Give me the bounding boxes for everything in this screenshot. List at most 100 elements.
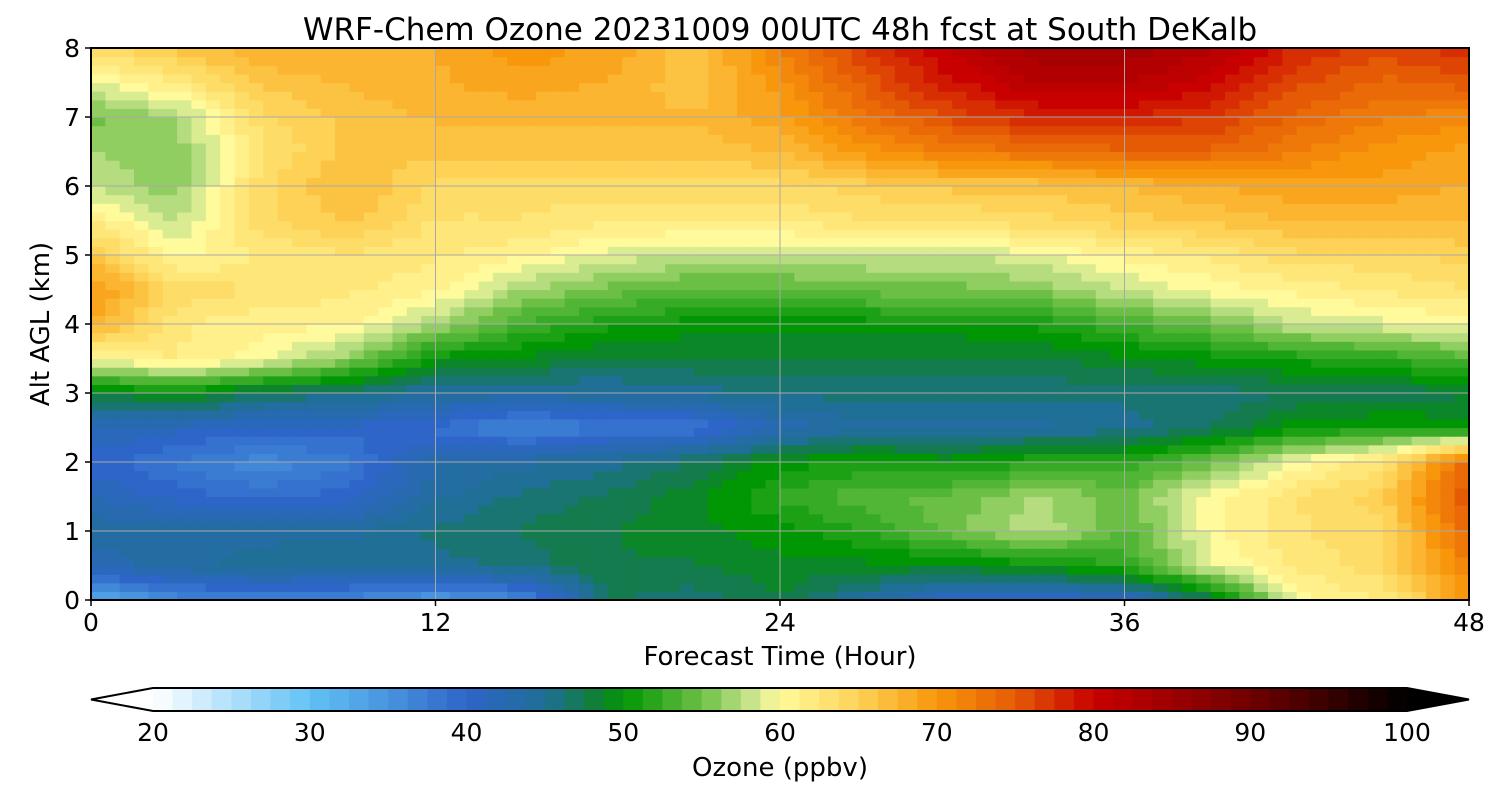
- heatmap-cell: [952, 289, 968, 299]
- heatmap-cell: [1282, 151, 1298, 161]
- heatmap-cell: [808, 393, 824, 403]
- heatmap-cell: [421, 436, 437, 446]
- heatmap-cell: [1325, 315, 1341, 325]
- heatmap-cell: [980, 263, 996, 273]
- heatmap-cell: [622, 453, 638, 463]
- heatmap-cell: [119, 237, 135, 247]
- heatmap-cell: [1354, 168, 1370, 178]
- heatmap-cell: [937, 401, 953, 411]
- heatmap-cell: [234, 470, 250, 480]
- heatmap-cell: [579, 229, 594, 239]
- heatmap-cell: [478, 410, 494, 420]
- heatmap-cell: [492, 427, 508, 437]
- heatmap-cell: [1210, 272, 1226, 282]
- heatmap-cell: [91, 591, 106, 600]
- heatmap-cell: [134, 272, 150, 282]
- heatmap-cell: [1153, 332, 1169, 342]
- heatmap-cell: [736, 177, 752, 187]
- heatmap-cell: [980, 384, 996, 394]
- heatmap-cell: [1052, 556, 1068, 567]
- heatmap-cell: [1368, 324, 1384, 334]
- heatmap-cell: [406, 194, 422, 204]
- heatmap-cell: [693, 272, 709, 282]
- heatmap-cell: [708, 565, 724, 575]
- heatmap-cell: [177, 229, 193, 239]
- heatmap-cell: [248, 315, 264, 325]
- heatmap-cell: [535, 418, 551, 429]
- heatmap-cell: [205, 513, 221, 523]
- heatmap-cell: [607, 324, 623, 334]
- heatmap-cell: [622, 177, 638, 187]
- heatmap-cell: [191, 591, 207, 600]
- heatmap-cell: [1181, 211, 1197, 222]
- heatmap-cell: [909, 531, 925, 541]
- heatmap-cell: [564, 263, 580, 273]
- heatmap-cell: [564, 453, 580, 463]
- heatmap-cell: [1181, 237, 1197, 247]
- heatmap-cell: [1311, 522, 1327, 532]
- heatmap-cell: [1138, 263, 1154, 273]
- heatmap-cell: [119, 289, 135, 299]
- heatmap-cell: [1268, 444, 1283, 454]
- heatmap-cell: [1138, 470, 1154, 480]
- heatmap-cell: [435, 358, 451, 368]
- heatmap-cell: [449, 410, 465, 420]
- heatmap-cell: [794, 582, 810, 592]
- heatmap-cell: [1239, 349, 1255, 360]
- heatmap-cell: [1382, 505, 1398, 515]
- heatmap-cell: [449, 531, 465, 541]
- heatmap-cell: [636, 272, 652, 282]
- heatmap-cell: [794, 160, 810, 170]
- heatmap-cell: [492, 410, 508, 420]
- heatmap-cell: [349, 229, 365, 239]
- heatmap-cell: [564, 410, 580, 420]
- heatmap-cell: [234, 393, 250, 403]
- heatmap-cell: [1067, 479, 1083, 489]
- heatmap-cell: [1081, 367, 1097, 377]
- heatmap-cell: [693, 203, 709, 213]
- heatmap-cell: [392, 418, 408, 429]
- heatmap-cell: [291, 306, 307, 316]
- heatmap-cell: [1167, 220, 1183, 230]
- heatmap-cell: [1138, 522, 1154, 532]
- heatmap-cell: [722, 513, 738, 523]
- heatmap-cell: [1339, 315, 1355, 325]
- heatmap-cell: [995, 349, 1011, 360]
- heatmap-cell: [507, 246, 523, 256]
- heatmap-cell: [464, 220, 480, 230]
- heatmap-cell: [478, 556, 494, 567]
- heatmap-cell: [1253, 151, 1269, 161]
- heatmap-cell: [952, 186, 968, 196]
- heatmap-cell: [579, 220, 594, 230]
- heatmap-cell: [234, 384, 250, 394]
- heatmap-cell: [1253, 591, 1269, 600]
- heatmap-cell: [220, 522, 236, 532]
- heatmap-cell: [1181, 280, 1197, 291]
- heatmap-cell: [349, 203, 365, 213]
- heatmap-cell: [263, 289, 279, 299]
- heatmap-cell: [866, 280, 882, 291]
- heatmap-cell: [478, 177, 494, 187]
- heatmap-cell: [464, 531, 480, 541]
- heatmap-cell: [550, 522, 566, 532]
- heatmap-cell: [1239, 556, 1255, 567]
- heatmap-cell: [823, 280, 839, 291]
- heatmap-cell: [1325, 556, 1341, 567]
- heatmap-cell: [693, 427, 709, 437]
- heatmap-cell: [866, 548, 882, 558]
- heatmap-cell: [679, 272, 695, 282]
- heatmap-cell: [535, 591, 551, 600]
- heatmap-cell: [995, 548, 1011, 558]
- heatmap-cell: [478, 168, 494, 178]
- heatmap-cell: [1024, 263, 1039, 273]
- heatmap-cell: [1196, 280, 1212, 291]
- heatmap-cell: [1210, 393, 1226, 403]
- heatmap-cell: [1210, 341, 1226, 351]
- heatmap-cell: [923, 427, 939, 437]
- heatmap-cell: [866, 237, 882, 247]
- heatmap-cell: [1138, 349, 1154, 360]
- heatmap-cell: [708, 168, 724, 178]
- heatmap-cell: [966, 410, 982, 420]
- heatmap-cell: [191, 496, 207, 506]
- heatmap-cell: [823, 203, 839, 213]
